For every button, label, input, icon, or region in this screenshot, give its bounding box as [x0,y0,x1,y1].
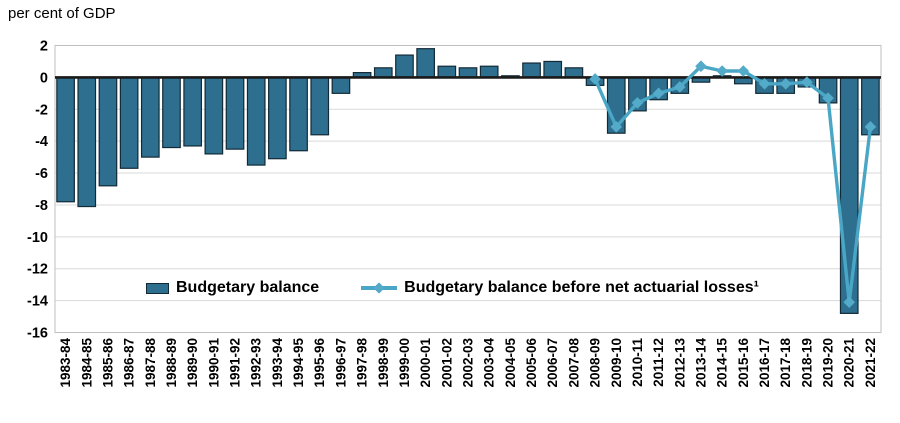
y-tick-label: -8 [35,198,48,214]
legend-item-before-actuarial-losses: Budgetary balance before net actuarial l… [361,279,759,297]
bar-1984-85 [77,76,97,208]
x-tick-label: 2019-20 [821,338,836,388]
x-tick-label: 1991-92 [228,338,243,388]
bar-2003-04 [479,65,499,78]
x-tick-label: 1986-87 [122,338,137,388]
bar-1988-89 [162,76,181,149]
y-tick-label: -14 [27,294,48,310]
diamond-marker-2017-18 [779,77,792,90]
x-tick-label: 2012-13 [672,338,687,388]
bar-2000-01 [416,48,435,78]
bar-1990-91 [204,76,224,155]
bar-2002-03 [458,67,478,78]
bar-1986-87 [119,76,139,169]
x-tick-label: 2021-22 [863,338,878,388]
x-tick-label: 1999-00 [397,338,412,388]
x-tick-label: 2006-07 [545,338,560,388]
bar-1985-86 [98,76,118,187]
y-tick-label: -10 [27,230,48,246]
y-tick-label: -16 [27,326,48,342]
bar-1994-95 [289,76,308,152]
diamond-marker-2010-11 [631,97,644,109]
x-tick-label: 1997-98 [355,338,370,388]
x-tick-label: 2015-16 [736,338,751,388]
x-tick-label: 1998-99 [376,338,391,388]
diamond-marker-2014-15 [716,65,728,77]
x-tick-label: 2009-10 [609,338,624,388]
bar-2001-02 [437,65,457,78]
y-tick-label: 0 [40,70,48,86]
x-tick-label: 2003-04 [482,338,497,388]
y-tick-label: 2 [40,39,48,55]
bar-1998-99 [373,67,393,78]
bar-1999-00 [395,54,414,78]
x-tick-label: 1990-91 [206,338,221,388]
x-tick-label: 1984-85 [79,338,94,388]
x-tick-label: 2013-14 [693,338,708,388]
x-tick-label: 1995-96 [312,338,327,388]
x-tick-label: 2020-21 [842,338,857,388]
diamond-marker-2009-10 [610,121,623,133]
bar-1993-94 [268,76,287,160]
y-tick-label: -6 [35,166,48,182]
x-tick-label: 1988-89 [164,338,179,388]
bar-2007-08 [564,67,584,78]
x-tick-label: 2001-02 [439,338,454,388]
diamond-marker-2019-20 [822,92,834,104]
diamond-marker-2015-16 [737,65,750,77]
x-tick-label: 2008-09 [588,338,603,388]
x-tick-label: 1994-95 [291,338,306,388]
bar-2006-07 [543,60,563,78]
x-tick-label: 1985-86 [100,338,115,388]
y-tick-label: -12 [27,262,48,278]
x-tick-label: 2000-01 [418,338,433,388]
diamond-marker-2011-12 [652,87,665,100]
x-tick-label: 1992-93 [249,338,264,388]
bar-1991-92 [225,76,245,150]
bar-1996-97 [331,76,351,94]
x-tick-label: 2017-18 [778,338,793,388]
x-tick-label: 2007-08 [566,338,581,388]
x-tick-label: 2005-06 [524,338,539,388]
x-tick-label: 2011-12 [651,338,666,387]
bar-1987-88 [140,76,160,158]
bar-1983-84 [56,76,75,203]
legend-label-budgetary-balance: Budgetary balance [176,279,320,296]
diamond-marker-2021-22 [864,121,877,133]
x-tick-label: 1989-90 [185,338,200,388]
diamond-marker-2020-21 [843,296,856,309]
y-tick-label: -4 [35,134,48,150]
legend: Budgetary balance Budgetary balance befo… [146,279,759,297]
bar-1995-96 [310,76,330,136]
diamond-marker-2016-17 [758,77,771,90]
x-tick-label: 1987-88 [143,338,158,388]
x-tick-label: 1993-94 [270,338,285,388]
bar-2005-06 [522,62,541,78]
line-diamond-swatch-icon [361,282,398,294]
x-tick-label: 2004-05 [503,338,518,388]
diamond-marker-2018-19 [801,76,813,88]
x-tick-label: 1983-84 [58,338,73,388]
x-tick-label: 2010-11 [630,338,645,387]
x-tick-label: 2014-15 [715,338,730,388]
x-tick-label: 2016-17 [757,338,772,388]
x-tick-label: 1996-97 [333,338,348,388]
diamond-marker-2012-13 [673,81,686,93]
diamond-marker-2013-14 [695,60,707,73]
bar-1992-93 [246,76,266,166]
plot-border [54,45,882,333]
y-tick-label: -2 [35,102,48,118]
legend-label-before-actuarial-losses: Budgetary balance before net actuarial l… [404,279,759,296]
bar-1989-90 [183,76,203,147]
diamond-marker-icon [373,282,385,294]
bar-swatch-icon [146,282,169,294]
diamond-marker-2008-09 [589,73,601,85]
x-tick-label: 2018-19 [799,338,814,388]
bar-2020-21 [839,76,859,314]
legend-item-budgetary-balance: Budgetary balance [146,279,319,297]
chart-title: per cent of GDP [8,5,116,22]
x-tick-label: 2002-03 [461,338,476,388]
